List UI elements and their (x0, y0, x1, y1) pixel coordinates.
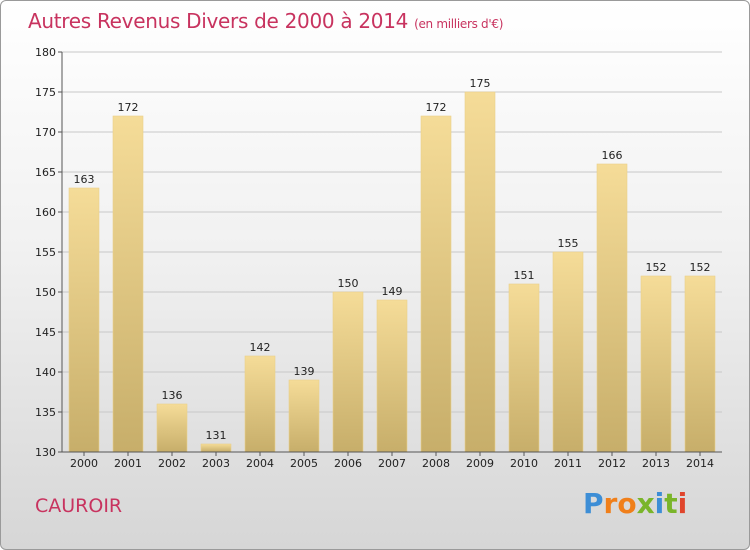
bar-value-label: 166 (602, 149, 623, 162)
logo-letter: P (583, 487, 604, 520)
bar (112, 115, 144, 453)
bar (420, 115, 452, 453)
logo-letter: x (636, 487, 655, 520)
bar-value-label: 136 (162, 389, 183, 402)
commune-name: CAUROIR (35, 495, 123, 517)
x-tick-label: 2002 (158, 457, 186, 470)
y-tick-label: 135 (35, 406, 56, 419)
bar-value-label: 152 (646, 261, 667, 274)
bar (332, 291, 364, 453)
logo-letter: i (654, 487, 665, 520)
bar (552, 251, 584, 453)
x-tick-label: 2014 (686, 457, 714, 470)
bar-value-label: 149 (382, 285, 403, 298)
y-tick-label: 175 (35, 86, 56, 99)
x-tick-label: 2007 (378, 457, 406, 470)
x-tick-label: 2000 (70, 457, 98, 470)
logo-letter: i (677, 487, 688, 520)
bar-value-label: 172 (118, 101, 139, 114)
bars: 163 172 136 131 142 139 150 149 172 175 151 155 166 1… (68, 77, 716, 453)
bar-value-label: 150 (338, 277, 359, 290)
bar-value-label: 175 (470, 77, 491, 90)
bar (288, 379, 320, 453)
y-tick-label: 170 (35, 126, 56, 139)
logo-letter: t (664, 487, 678, 520)
x-tick-label: 2011 (554, 457, 582, 470)
bar (464, 91, 496, 453)
bar (244, 355, 276, 453)
chart-title: Autres Revenus Divers de 2000 à 2014 (en … (28, 9, 503, 33)
bar-value-label: 172 (426, 101, 447, 114)
bar-value-label: 142 (250, 341, 271, 354)
logo-letter: r (603, 487, 618, 520)
bar-value-label: 152 (690, 261, 711, 274)
bar-value-label: 163 (74, 173, 95, 186)
y-tick-label: 145 (35, 326, 56, 339)
x-tick-label: 2001 (114, 457, 142, 470)
y-tick-label: 130 (35, 446, 56, 459)
x-tick-label: 2009 (466, 457, 494, 470)
y-tick-label: 150 (35, 286, 56, 299)
y-tick-label: 140 (35, 366, 56, 379)
proxiti-logo[interactable]: Proxiti (583, 487, 687, 520)
chart-subtitle: (en milliers d'€) (414, 17, 504, 31)
y-tick-label: 180 (35, 46, 56, 59)
bar (156, 403, 188, 453)
bar-value-label: 139 (294, 365, 315, 378)
x-tick-label: 2006 (334, 457, 362, 470)
bar (200, 443, 232, 453)
x-tick-label: 2008 (422, 457, 450, 470)
bar-value-label: 151 (514, 269, 535, 282)
bar (596, 163, 628, 453)
x-tick-label: 2010 (510, 457, 538, 470)
bar (684, 275, 716, 453)
y-tick-label: 165 (35, 166, 56, 179)
chart-title-text: Autres Revenus Divers de 2000 à 2014 (28, 9, 409, 33)
bar (376, 299, 408, 453)
x-tick-label: 2004 (246, 457, 274, 470)
x-tick-label: 2012 (598, 457, 626, 470)
logo-letter: o (617, 487, 637, 520)
bar-value-label: 155 (558, 237, 579, 250)
bar (640, 275, 672, 453)
x-tick-label: 2005 (290, 457, 318, 470)
bar (68, 187, 100, 453)
bar-value-label: 131 (206, 429, 227, 442)
x-tick-label: 2003 (202, 457, 230, 470)
y-tick-label: 160 (35, 206, 56, 219)
axes: 130 135 140 145 150 155 160 165 170 175 180 2000 200… (35, 46, 722, 470)
y-tick-label: 155 (35, 246, 56, 259)
bar (508, 283, 540, 453)
x-tick-label: 2013 (642, 457, 670, 470)
